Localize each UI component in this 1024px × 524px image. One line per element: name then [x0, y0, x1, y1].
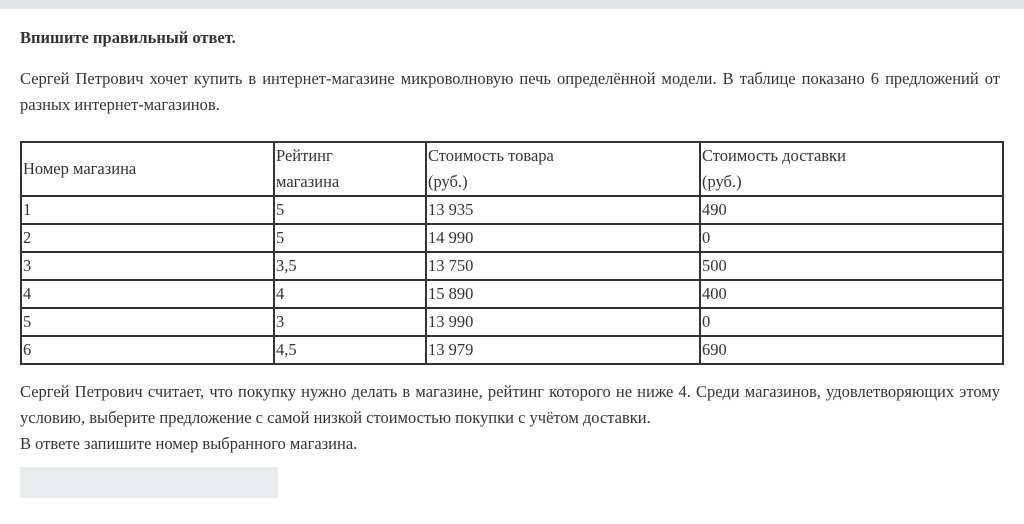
table-cell: 6 [20, 335, 275, 365]
header-line: (руб.) [702, 172, 742, 191]
table-cell: 13 750 [425, 251, 701, 281]
header-line: (руб.) [428, 172, 468, 191]
table-cell: 5 [273, 223, 427, 253]
header-cell: Рейтинг магазина [273, 141, 427, 197]
offers-table: Номер магазина Рейтинг магазина Стоимость… [20, 141, 1004, 365]
header-line: магазина [276, 172, 340, 191]
table-row: 3 3,5 13 750 500 [20, 251, 1004, 281]
table-row: 1 5 13 935 490 [20, 195, 1004, 225]
table-cell: 490 [699, 195, 1004, 225]
header-cell: Номер магазина [20, 141, 275, 197]
table-cell: 3,5 [273, 251, 427, 281]
header-line: Стоимость доставки [702, 146, 846, 165]
table-cell: 400 [699, 279, 1004, 309]
table-row: 5 3 13 990 0 [20, 307, 1004, 337]
table-cell: 0 [699, 307, 1004, 337]
table-cell: 5 [273, 195, 427, 225]
header-cell: Стоимость доставки (руб.) [699, 141, 1004, 197]
table-cell: 13 990 [425, 307, 701, 337]
table-cell: 0 [699, 223, 1004, 253]
table-cell: 500 [699, 251, 1004, 281]
table-row: 6 4,5 13 979 690 [20, 335, 1004, 365]
table-row: 2 5 14 990 0 [20, 223, 1004, 253]
table-cell: 4,5 [273, 335, 427, 365]
header-line: Рейтинг [276, 146, 333, 165]
answer-input[interactable] [20, 467, 278, 498]
table-cell: 1 [20, 195, 275, 225]
instruction-heading: Впишите правильный ответ. [20, 28, 236, 47]
table-cell: 2 [20, 223, 275, 253]
table-row: 4 4 15 890 400 [20, 279, 1004, 309]
answer-prompt: В ответе запишите номер выбранного магаз… [20, 434, 358, 453]
condition-text: Сергей Петрович считает, что покупку нуж… [20, 382, 1000, 427]
table-cell: 13 979 [425, 335, 701, 365]
intro-text: Сергей Петрович хочет купить в интернет-… [20, 69, 1000, 114]
table-header-row: Номер магазина Рейтинг магазина Стоимость… [20, 141, 1004, 197]
table-cell: 4 [273, 279, 427, 309]
table-cell: 4 [20, 279, 275, 309]
table-cell: 15 890 [425, 279, 701, 309]
table-cell: 14 990 [425, 223, 701, 253]
table-cell: 5 [20, 307, 275, 337]
header-cell: Стоимость товара (руб.) [425, 141, 701, 197]
top-bar [0, 0, 1024, 9]
table-cell: 13 935 [425, 195, 701, 225]
header-line: Стоимость товара [428, 146, 554, 165]
table-cell: 690 [699, 335, 1004, 365]
table-cell: 3 [20, 251, 275, 281]
table-cell: 3 [273, 307, 427, 337]
